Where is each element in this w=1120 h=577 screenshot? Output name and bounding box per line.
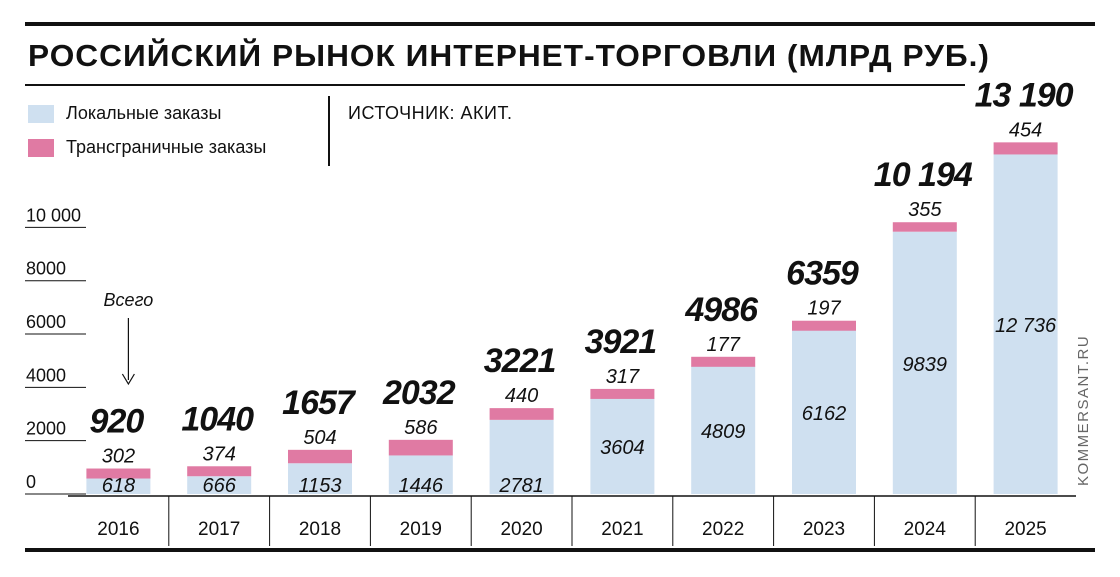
total-annotation: Всего	[104, 290, 154, 310]
bar-cross-label: 197	[807, 298, 841, 320]
y-tick-label: 0	[26, 472, 36, 492]
total-label: 4986	[684, 291, 759, 329]
bar-local	[288, 463, 352, 494]
x-tick-label: 2024	[904, 519, 947, 540]
bar-local-label: 6162	[802, 403, 847, 425]
top-rule	[25, 22, 1095, 26]
x-tick-label: 2016	[97, 519, 139, 540]
total-label: 1657	[282, 384, 357, 422]
y-tick-label: 8000	[26, 259, 66, 279]
total-label: 2032	[382, 374, 456, 412]
bar-cross	[489, 408, 554, 420]
y-tick-label: 4000	[26, 365, 66, 385]
title-underline	[25, 84, 965, 86]
bar-local-label: 666	[203, 475, 237, 497]
total-label: 3221	[484, 342, 556, 380]
bar-local	[489, 419, 554, 494]
x-tick-label: 2018	[299, 519, 341, 540]
bar-local-label: 4809	[701, 421, 746, 443]
bar-local-label: 3604	[600, 437, 645, 459]
x-tick-label: 2017	[198, 519, 240, 540]
bottom-rule	[25, 548, 1095, 552]
x-tick-label: 2023	[803, 519, 845, 540]
bar-local-label: 618	[102, 475, 135, 497]
x-tick-label: 2019	[400, 519, 442, 540]
bar-cross	[792, 320, 856, 331]
y-tick-label: 10 000	[26, 205, 81, 225]
bar-cross-label: 302	[102, 446, 135, 468]
bar-local	[993, 154, 1058, 494]
bar-local	[590, 397, 655, 494]
total-label: 6359	[786, 255, 859, 293]
legend-swatch-cross	[28, 138, 54, 157]
bar-local	[792, 329, 856, 494]
bar-cross	[892, 222, 957, 232]
x-tick-label: 2025	[1004, 519, 1046, 540]
y-tick-label: 6000	[26, 312, 66, 332]
bar-cross-label: 454	[1009, 119, 1042, 141]
bar-local-label: 2781	[498, 475, 544, 497]
source-note: ИСТОЧНИК: АКИТ.	[348, 103, 513, 123]
bar-local	[691, 365, 756, 494]
bar-cross	[288, 449, 352, 464]
x-tick-label: 2022	[702, 519, 744, 540]
annotation-arrow-head	[121, 373, 135, 386]
bar-local	[388, 455, 453, 494]
bar-cross-label: 355	[908, 199, 942, 221]
bar-cross-label: 440	[505, 385, 538, 407]
total-label: 10 194	[874, 156, 973, 194]
bar-cross-label: 317	[606, 366, 640, 388]
bar-cross	[86, 468, 151, 479]
bar-cross-label: 586	[404, 417, 438, 439]
x-tick-label: 2021	[601, 519, 643, 540]
bar-local	[187, 476, 252, 494]
x-tick-label: 2020	[500, 519, 542, 540]
legend-swatch-local	[28, 104, 54, 123]
bar-local	[86, 477, 151, 494]
total-label: 1040	[181, 400, 254, 438]
bar-cross	[691, 356, 756, 367]
bar-local-label: 1446	[399, 475, 444, 497]
y-tick-label: 2000	[26, 419, 66, 439]
bar-cross	[187, 466, 252, 477]
bar-local	[892, 231, 957, 494]
chart-title: РОССИЙСКИЙ РЫНОК ИНТЕРНЕТ-ТОРГОВЛИ (МЛРД…	[28, 38, 990, 73]
legend-item-cross: Трансграничные заказы	[28, 137, 266, 158]
bar-cross	[388, 439, 453, 456]
total-label: 3921	[585, 323, 657, 361]
total-label: 13 190	[975, 76, 1074, 114]
legend-label-cross: Трансграничные заказы	[66, 137, 267, 157]
bar-cross-label: 504	[303, 427, 336, 449]
bar-local-label: 1153	[298, 475, 341, 497]
bar-cross	[993, 142, 1058, 155]
bar-local-label: 9839	[903, 354, 948, 376]
watermark: KOMMERSANT.RU	[1075, 334, 1092, 486]
bar-cross-label: 177	[707, 334, 741, 356]
legend-label-local: Локальные заказы	[66, 103, 222, 123]
bar-cross	[590, 388, 655, 399]
total-label: 920	[90, 403, 145, 441]
legend-divider	[328, 96, 330, 166]
legend-item-local: Локальные заказы	[28, 103, 221, 124]
bar-cross-label: 374	[203, 443, 236, 465]
bar-local-label: 12 736	[995, 315, 1057, 337]
